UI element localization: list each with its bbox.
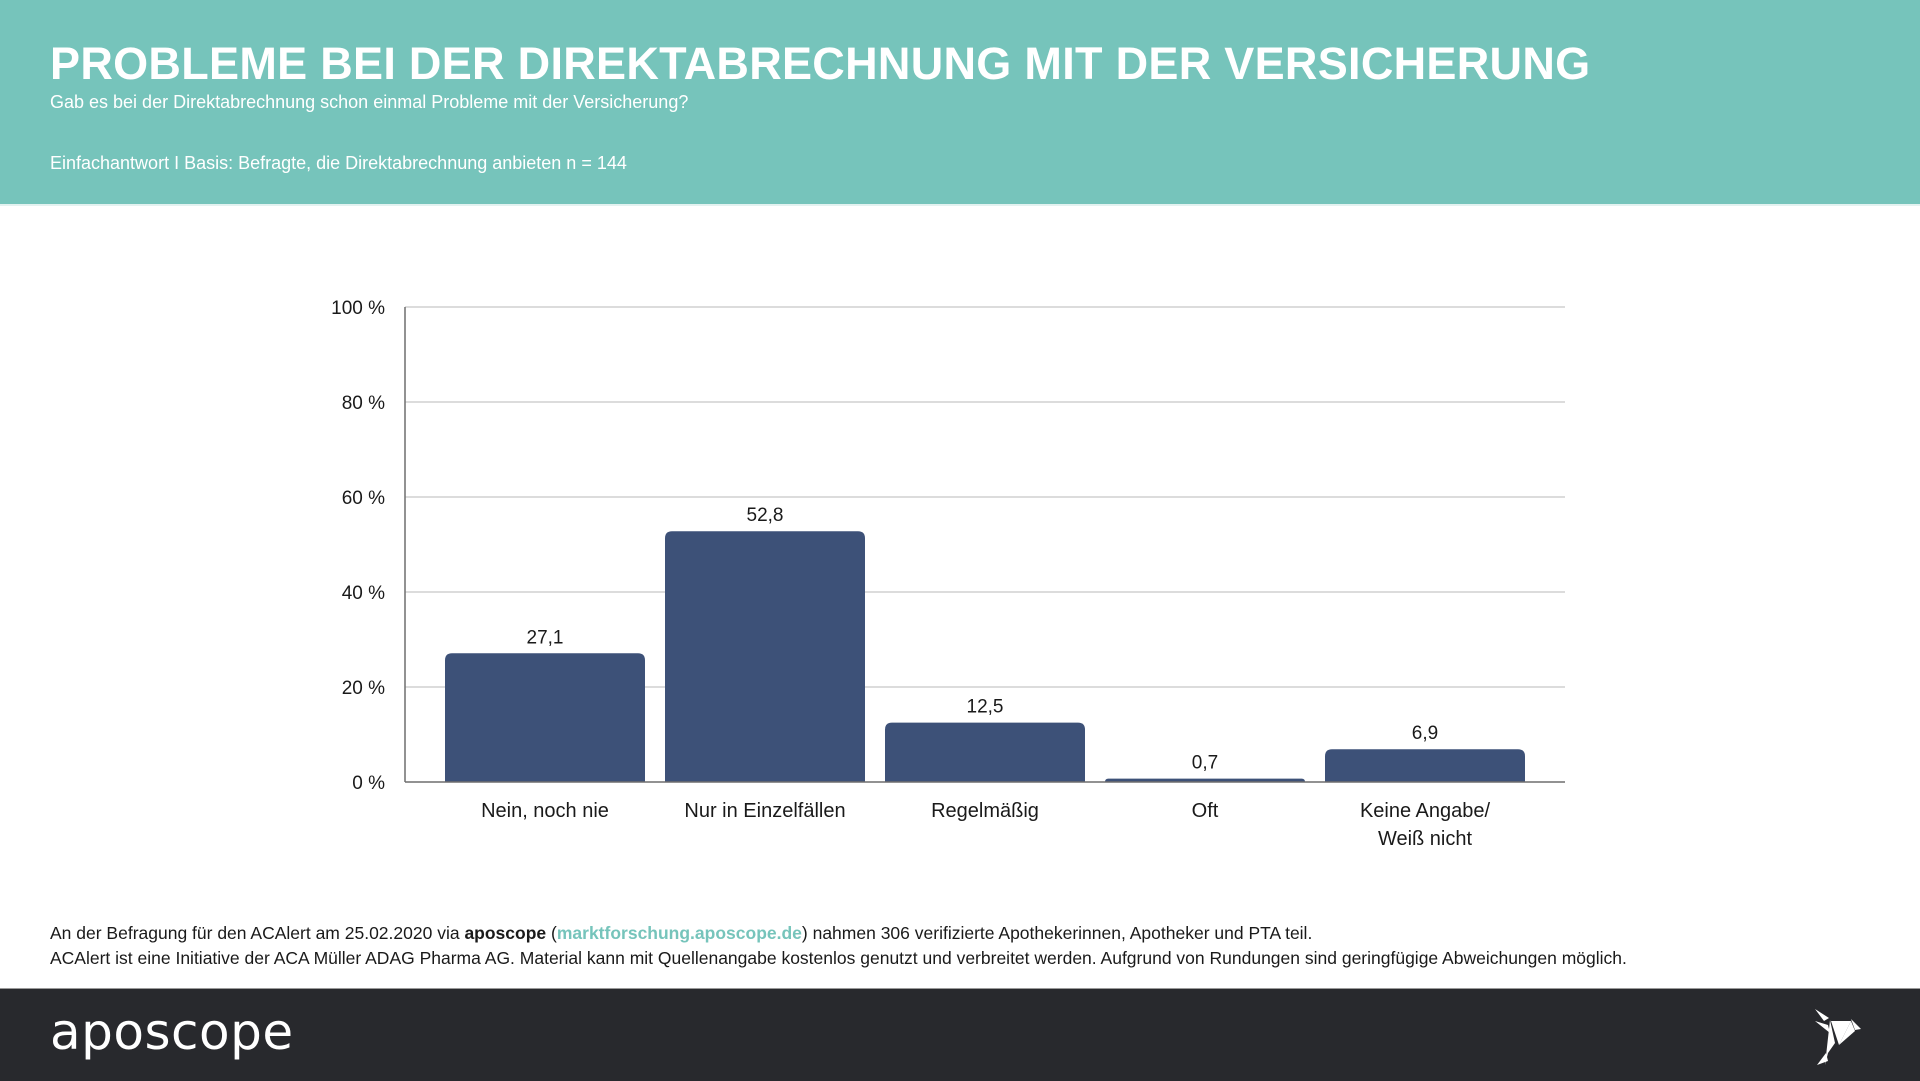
footer-bar: aposcope bbox=[0, 988, 1920, 1081]
category-label: Regelmäßig bbox=[931, 800, 1039, 822]
category-labels: Nein, noch nie Nur in Einzelfällen Regelmä… bbox=[481, 800, 1490, 850]
value-label: 27,1 bbox=[527, 627, 564, 648]
survey-notes: An der Befragung für den ACAlert am 25.0… bbox=[50, 921, 1627, 971]
bar bbox=[1325, 749, 1525, 782]
category-label: Nur in Einzelfällen bbox=[684, 800, 845, 822]
gridlines bbox=[405, 306, 1565, 688]
value-label: 6,9 bbox=[1412, 723, 1438, 744]
notes-text: An der Befragung für den ACAlert am 25.0… bbox=[50, 923, 465, 943]
value-label: 0,7 bbox=[1192, 753, 1218, 774]
category-label: Oft bbox=[1192, 800, 1219, 822]
notes-line-1: An der Befragung für den ACAlert am 25.0… bbox=[50, 921, 1627, 946]
header-banner: PROBLEME BEI DER DIREKTABRECHNUNG MIT DE… bbox=[0, 0, 1920, 204]
brand-name: aposcope bbox=[464, 923, 547, 943]
notes-line-2: ACAlert ist eine Initiative der ACA Müll… bbox=[50, 948, 1627, 968]
value-label: 12,5 bbox=[967, 697, 1004, 718]
bars bbox=[445, 531, 1525, 782]
aposcope-logo: aposcope bbox=[50, 1003, 294, 1061]
notes-paren: ( bbox=[546, 923, 557, 943]
y-tick-label: 0 % bbox=[352, 773, 385, 794]
value-label: 52,8 bbox=[747, 505, 784, 526]
bar bbox=[885, 722, 1085, 782]
header-divider bbox=[0, 204, 1920, 206]
y-axis-ticks: 0 % 20 % 40 % 60 % 80 % 100 % bbox=[331, 298, 385, 794]
aposcope-link[interactable]: marktforschung.aposcope.de bbox=[556, 923, 802, 943]
y-tick-label: 100 % bbox=[331, 298, 385, 319]
y-tick-label: 20 % bbox=[342, 678, 385, 699]
y-tick-label: 40 % bbox=[342, 583, 385, 604]
survey-question: Gab es bei der Direktabrechnung schon ei… bbox=[50, 92, 689, 112]
value-labels: 27,1 52,8 12,5 0,7 6,9 bbox=[527, 505, 1439, 773]
notes-text: ) nahmen 306 verifizierte Apothekerinnen… bbox=[801, 923, 1313, 943]
bar bbox=[445, 653, 645, 782]
category-label: Keine Angabe/Weiß nicht bbox=[1360, 800, 1491, 850]
page-title: PROBLEME BEI DER DIREKTABRECHNUNG MIT DE… bbox=[50, 38, 1591, 89]
y-tick-label: 80 % bbox=[342, 393, 385, 414]
y-tick-label: 60 % bbox=[342, 488, 385, 509]
sample-basis: Einfachantwort I Basis: Befragte, die Di… bbox=[50, 153, 627, 173]
bar bbox=[665, 531, 865, 782]
category-label: Nein, noch nie bbox=[481, 800, 609, 822]
origami-bird-icon bbox=[1815, 1009, 1861, 1065]
bar bbox=[1105, 778, 1305, 782]
